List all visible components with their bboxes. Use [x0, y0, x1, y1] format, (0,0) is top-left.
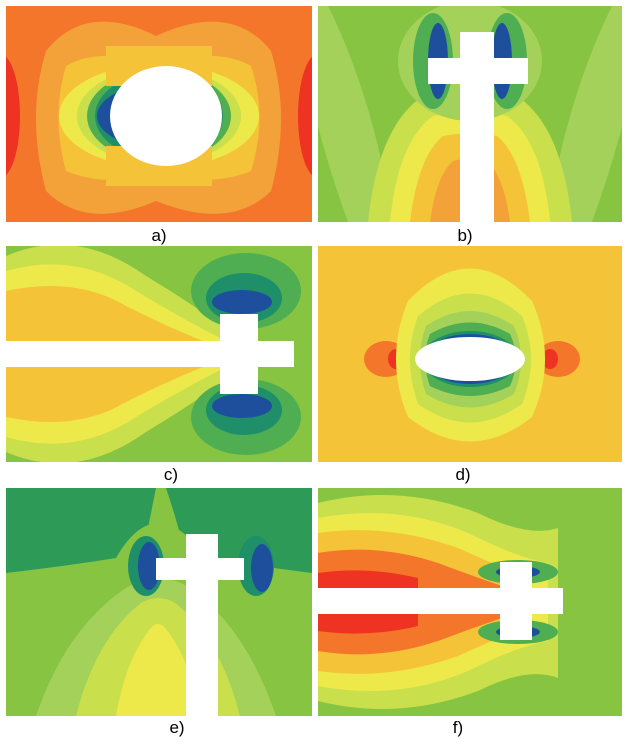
contour-band-blue-upper — [212, 290, 272, 314]
contour-band-red-right — [298, 56, 312, 176]
ellipse-hole — [415, 337, 525, 381]
contour-band-blue-lower — [212, 394, 272, 418]
cross-horizontal-bar — [428, 58, 528, 84]
caption-f: f) — [452, 718, 464, 737]
contour-band-lightgreen-right — [532, 6, 622, 222]
panel-a-ellipse-hole-contour — [6, 6, 312, 222]
caption-d: d) — [455, 465, 471, 484]
caption-e: e) — [169, 718, 185, 737]
contour-band-lightgreen-left — [318, 6, 408, 222]
panel-b-cross-crack-contour — [318, 6, 622, 222]
panel-c-horizontal-crack-contour — [6, 246, 312, 462]
panel-f-horizontal-crack-contour — [318, 488, 622, 716]
contour-band-blue-right — [251, 544, 273, 592]
panel-d-horizontal-ellipse-contour — [318, 246, 622, 462]
contour-band-yellow — [116, 624, 200, 716]
cross-vertical-bar — [220, 314, 258, 394]
contour-band-red-left — [6, 56, 20, 176]
contour-band-top-plume — [146, 488, 181, 538]
caption-c: c) — [163, 465, 179, 484]
panel-e-cross-crack-contour — [6, 488, 312, 716]
cross-horizontal-bar — [156, 558, 244, 580]
contour-band-red-right — [542, 349, 558, 369]
contour-band-blue-left — [138, 542, 160, 590]
caption-b: b) — [457, 226, 473, 245]
cross-vertical-bar — [500, 562, 532, 640]
caption-a: a) — [151, 226, 167, 245]
ellipse-hole — [110, 66, 222, 166]
